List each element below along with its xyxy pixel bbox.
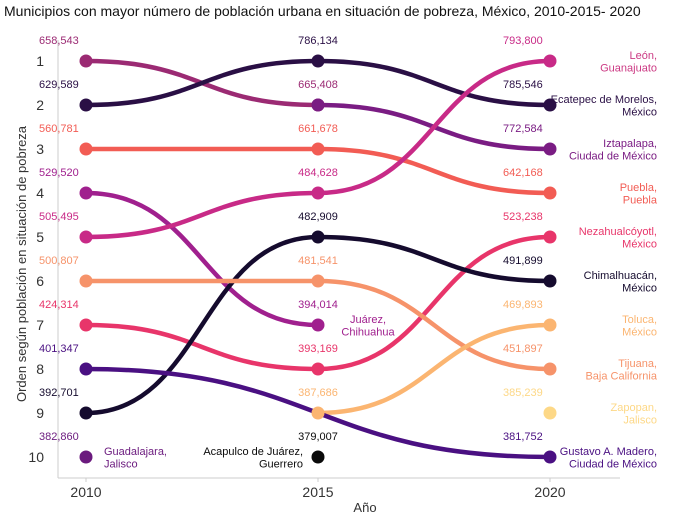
series-name-label: Iztapalapa, Ciudad de México <box>569 138 657 163</box>
series-name-label: Guadalajara, Jalisco <box>104 446 167 471</box>
data-point <box>311 362 325 376</box>
series-name-label: Zapopan, Jalisco <box>611 402 657 427</box>
value-label: 658,543 <box>39 35 79 47</box>
series-name-label: León, Guanajuato <box>600 50 657 75</box>
value-label: 661,678 <box>298 123 338 135</box>
value-label: 392,701 <box>39 387 79 399</box>
x-tick-label: 2020 <box>534 484 565 500</box>
value-label: 786,134 <box>298 35 338 47</box>
value-label: 560,781 <box>39 123 79 135</box>
value-label: 481,541 <box>298 255 338 267</box>
value-label: 424,314 <box>39 299 79 311</box>
data-point <box>543 142 557 156</box>
y-tick-label: 6 <box>36 273 44 289</box>
series-name-label: Chimalhuacán, México <box>584 270 657 295</box>
data-point <box>79 362 93 376</box>
y-tick-label: 1 <box>36 53 44 69</box>
series-name-label: Acapulco de Juárez, Guerrero <box>203 446 303 471</box>
series-name-label: Toluca, México <box>622 314 657 339</box>
value-label: 381,752 <box>503 431 543 443</box>
series-name-label: Nezahualcóyotl, México <box>579 226 657 251</box>
chart-title: Municipios con mayor número de población… <box>4 3 641 19</box>
y-axis-label: Orden según población en situación de po… <box>14 125 29 402</box>
value-label: 484,628 <box>298 167 338 179</box>
data-point <box>79 98 93 112</box>
value-label: 665,408 <box>298 79 338 91</box>
series-line-9 <box>315 322 553 416</box>
data-point <box>543 362 557 376</box>
data-point <box>79 318 93 332</box>
value-label: 451,897 <box>503 343 543 355</box>
data-point <box>543 230 557 244</box>
data-point <box>543 98 557 112</box>
y-tick-label: 8 <box>36 361 44 377</box>
data-point <box>311 274 325 288</box>
value-label: 772,584 <box>503 123 543 135</box>
data-point <box>543 318 557 332</box>
data-point <box>311 450 325 464</box>
value-label: 523,238 <box>503 211 543 223</box>
value-label: 793,800 <box>503 35 543 47</box>
series-line-5 <box>83 58 553 240</box>
x-tick-label: 2015 <box>302 484 333 500</box>
series-name-label: Tijuana, Baja California <box>585 358 657 383</box>
series-line-4 <box>83 190 321 328</box>
data-point <box>79 142 93 156</box>
value-label: 500,807 <box>39 255 79 267</box>
value-label: 629,589 <box>39 79 79 91</box>
value-label: 382,860 <box>39 431 79 443</box>
data-point <box>311 186 325 200</box>
data-point <box>79 186 93 200</box>
data-point <box>543 406 557 420</box>
data-point <box>311 230 325 244</box>
data-point <box>79 274 93 288</box>
data-point <box>543 450 557 464</box>
y-tick-label: 3 <box>36 141 44 157</box>
data-point <box>543 186 557 200</box>
y-tick-label: 9 <box>36 405 44 421</box>
data-point <box>311 142 325 156</box>
data-point <box>311 98 325 112</box>
data-point <box>79 450 93 464</box>
value-label: 387,686 <box>298 387 338 399</box>
value-label: 393,169 <box>298 343 338 355</box>
y-tick-label: 5 <box>36 229 44 245</box>
series-line-7 <box>83 234 553 416</box>
value-label: 529,520 <box>39 167 79 179</box>
value-label: 785,546 <box>503 79 543 91</box>
value-label: 642,168 <box>503 167 543 179</box>
series-name-label: Puebla, Puebla <box>620 182 658 207</box>
y-tick-label: 4 <box>36 185 44 201</box>
value-label: 385,239 <box>503 387 543 399</box>
x-axis-label: Año <box>353 500 376 515</box>
y-tick-label: 10 <box>28 449 44 465</box>
series-line-6 <box>83 234 553 372</box>
data-point <box>79 406 93 420</box>
data-point <box>311 318 325 332</box>
data-point <box>79 54 93 68</box>
value-label: 379,007 <box>298 431 338 443</box>
value-label: 482,909 <box>298 211 338 223</box>
value-label: 394,014 <box>298 299 338 311</box>
data-point <box>543 274 557 288</box>
value-label: 469,893 <box>503 299 543 311</box>
data-point <box>79 230 93 244</box>
y-tick-label: 2 <box>36 97 44 113</box>
series-name-label: Juárez, Chihuahua <box>341 314 395 339</box>
series-name-label: Ecatepec de Morelos, México <box>551 94 657 119</box>
x-tick-label: 2010 <box>70 484 101 500</box>
data-point <box>311 54 325 68</box>
data-point <box>311 406 325 420</box>
value-label: 491,899 <box>503 255 543 267</box>
value-label: 505,495 <box>39 211 79 223</box>
y-tick-label: 7 <box>36 317 44 333</box>
data-point <box>543 54 557 68</box>
value-label: 401,347 <box>39 343 79 355</box>
series-name-label: Gustavo A. Madero, Ciudad de México <box>560 446 657 471</box>
